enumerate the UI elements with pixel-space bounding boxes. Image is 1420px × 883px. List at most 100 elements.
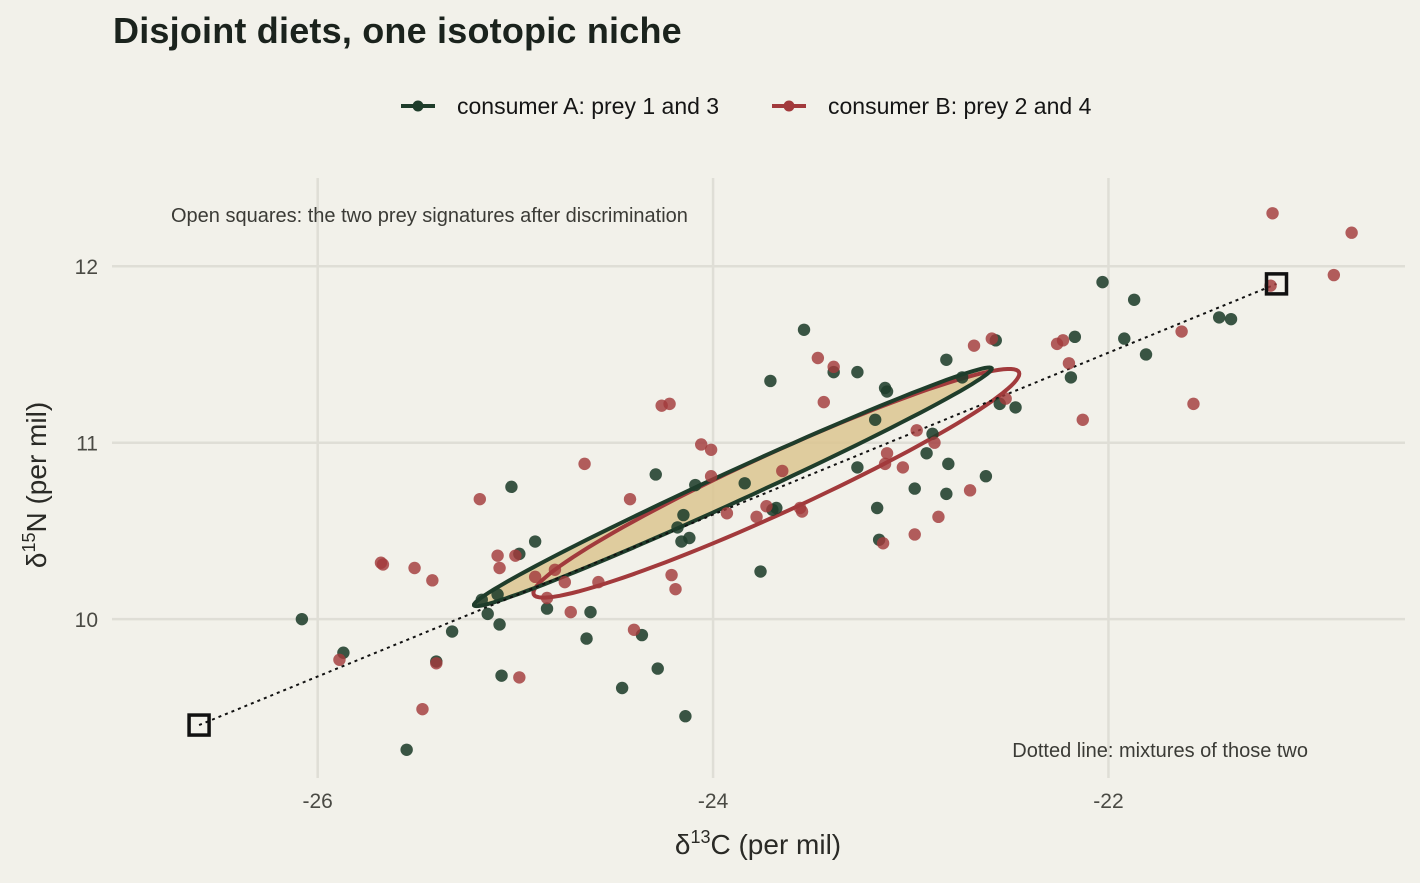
point-consumer-b [928,436,941,449]
point-consumer-a [677,508,690,522]
prey-signature-square [187,713,211,737]
x-tick-label: -22 [1093,790,1123,813]
point-consumer-a [851,461,864,474]
point-consumer-b [540,591,554,605]
point-consumer-a [400,743,413,756]
point-consumer-b [493,561,506,575]
point-consumer-b [513,671,526,684]
point-consumer-b [704,470,718,483]
point-consumer-b [665,568,678,582]
point-consumer-a [920,447,933,460]
data-points [295,207,1358,756]
point-consumer-b [1187,397,1200,411]
point-consumer-a [584,605,597,619]
point-consumer-b [627,623,641,636]
point-consumer-a [940,353,953,366]
point-consumer-b [333,653,346,666]
point-consumer-a [738,477,751,490]
point-consumer-a [683,531,696,545]
mixing-line-layer [198,282,1277,726]
y-axis-title: δ15N (per mil) [19,402,52,568]
mixing-line [198,282,1277,726]
niche-ellipse-consumer-a [472,365,994,609]
point-consumer-b [908,528,921,541]
point-consumer-b [1345,226,1358,239]
point-consumer-a [851,365,864,379]
point-consumer-a [295,612,309,626]
point-consumer-b [750,510,763,524]
point-consumer-a [754,565,767,578]
point-consumer-b [1062,357,1076,370]
point-consumer-a [1127,293,1141,306]
point-consumer-b [1076,413,1089,426]
legend: consumer A: prey 1 and 3 consumer B: pre… [401,93,1092,119]
point-consumer-a [1212,311,1226,324]
point-consumer-b [376,558,390,571]
legend-swatch-dot [783,100,795,112]
point-consumer-a [764,374,777,388]
legend-item-consumer-b: consumer B: prey 2 and 4 [772,93,1092,119]
point-consumer-b [564,605,577,619]
point-consumer-b [578,457,591,471]
point-consumer-a [942,457,955,471]
point-consumer-a [979,470,993,483]
point-consumer-b [548,563,562,576]
point-consumer-a [689,478,702,492]
point-consumer-b [880,447,894,460]
point-consumer-b [1175,325,1188,338]
point-consumer-b [623,492,637,506]
x-axis-title: δ13C (per mil) [675,827,841,860]
point-consumer-b [509,549,522,562]
point-consumer-b [669,582,682,596]
point-consumer-a [671,521,684,534]
point-consumer-a [1224,312,1238,326]
point-consumer-a [615,681,629,695]
point-consumer-b [695,438,708,451]
point-consumer-b [592,575,605,589]
point-consumer-b [663,397,676,411]
point-consumer-a [880,385,894,398]
point-consumer-a [491,588,504,601]
point-consumer-a [1139,348,1153,361]
point-consumer-a [649,468,662,481]
point-consumer-a [679,710,692,723]
x-tick-label: -24 [698,790,729,813]
point-consumer-a [1118,332,1131,345]
point-consumer-b [558,575,572,589]
legend-label-consumer-b: consumer B: prey 2 and 4 [828,93,1092,119]
point-consumer-a [580,632,593,645]
point-consumer-a [797,323,811,336]
point-consumer-b [827,360,840,374]
point-consumer-a [908,482,921,495]
prey-signature-square [1264,272,1289,296]
point-consumer-a [870,501,884,515]
point-consumer-b [910,424,923,437]
x-tick-label: -26 [303,790,333,813]
point-consumer-a [770,501,783,515]
point-consumer-a [940,487,953,501]
point-consumer-a [868,413,882,426]
point-consumer-b [795,505,809,518]
legend-item-consumer-a: consumer A: prey 1 and 3 [401,93,719,119]
point-consumer-a [1009,401,1022,414]
point-consumer-a [528,535,542,548]
point-consumer-b [720,507,734,520]
annotation-mixing-line: Dotted line: mixtures of those two [1012,740,1308,762]
y-axis-ticks: 10 11 12 [75,256,98,632]
point-consumer-b [811,351,825,365]
point-consumer-b [408,561,421,575]
point-consumer-b [760,500,773,513]
prey-signature-markers [187,272,1289,737]
point-consumer-b [932,510,945,524]
point-consumer-a [475,593,488,606]
point-consumer-a [651,662,664,675]
point-consumer-a [493,618,506,631]
point-consumer-a [445,625,459,638]
point-consumer-b [528,570,542,584]
point-consumer-a [1096,275,1109,289]
point-consumer-a [495,669,508,682]
x-axis-ticks: -26 -24 -22 [303,790,1124,813]
point-consumer-a [955,371,969,384]
annotation-prey-squares: Open squares: the two prey signatures af… [171,205,688,227]
